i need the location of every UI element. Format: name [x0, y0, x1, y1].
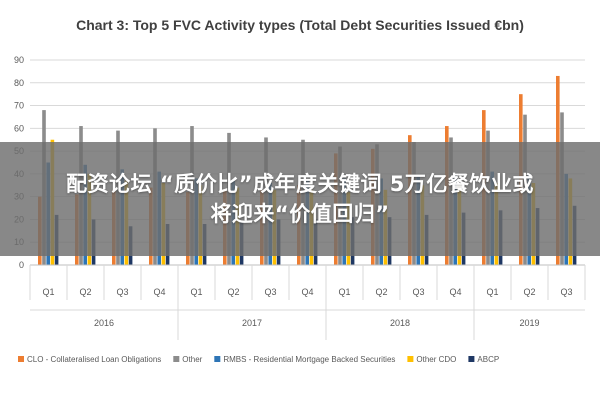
banner-line-1: 配资论坛 “质价比”成年度关键词 5万亿餐饮业或	[66, 172, 534, 196]
x-tick-label: Q4	[449, 287, 461, 297]
banner-line-2: 将迎来“价值回归”	[210, 202, 390, 226]
group-label: 2016	[94, 318, 114, 328]
x-tick-label: Q1	[42, 287, 54, 297]
group-label: 2017	[242, 318, 262, 328]
legend-label: Other	[182, 355, 202, 364]
x-tick-label: Q4	[153, 287, 165, 297]
group-label: 2018	[390, 318, 410, 328]
legend-label: Other CDO	[416, 355, 456, 364]
x-tick-label: Q2	[375, 287, 387, 297]
x-tick-label: Q1	[190, 287, 202, 297]
group-label: 2019	[519, 318, 539, 328]
x-tick-label: Q2	[227, 287, 239, 297]
watermark-banner: 配资论坛 “质价比”成年度关键词 5万亿餐饮业或 将迎来“价值回归”	[0, 142, 600, 256]
x-tick-label: Q1	[486, 287, 498, 297]
y-tick-label: 80	[14, 78, 24, 88]
x-tick-label: Q2	[79, 287, 91, 297]
chart-title: Chart 3: Top 5 FVC Activity types (Total…	[76, 17, 524, 33]
x-axis: Q1 Q2 Q3 Q4 Q1 Q2 Q3 Q4 Q1 Q2 Q3 Q4 Q1 Q2 Q3 2016 2017 20…	[29, 264, 586, 340]
legend-label: ABCP	[477, 355, 499, 364]
legend-swatch	[468, 356, 475, 362]
legend-label: CLO - Collateralised Loan Obligations	[27, 355, 161, 364]
x-tick-label: Q1	[338, 287, 350, 297]
legend-swatch	[173, 356, 180, 362]
x-tick-label: Q3	[560, 287, 572, 297]
y-tick-label: 90	[14, 55, 24, 65]
legend: CLO - Collateralised Loan Obligations Oth…	[18, 355, 499, 364]
y-tick-label: 70	[14, 101, 24, 111]
legend-swatch	[18, 356, 24, 362]
y-tick-label: 0	[19, 260, 24, 270]
x-tick-label: Q3	[116, 287, 128, 297]
x-tick-label: Q4	[301, 287, 313, 297]
y-tick-label: 60	[14, 123, 24, 133]
legend-swatch	[214, 356, 221, 362]
x-tick-label: Q2	[523, 287, 535, 297]
legend-swatch	[407, 356, 414, 362]
x-tick-label: Q3	[412, 287, 424, 297]
x-tick-label: Q3	[264, 287, 276, 297]
legend-label: RMBS - Residential Mortgage Backed Secur…	[223, 355, 395, 364]
